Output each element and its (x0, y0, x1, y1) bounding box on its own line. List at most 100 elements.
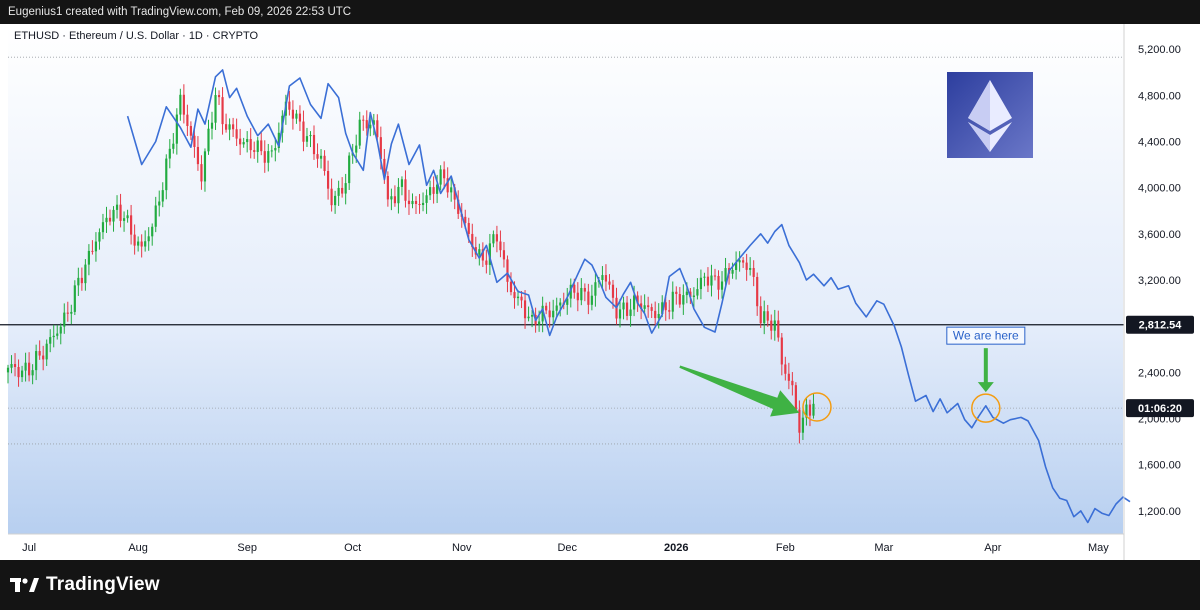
x-tick-label: 2026 (664, 542, 688, 554)
candle-body (798, 409, 801, 433)
candle-body (530, 314, 534, 317)
candle-body (112, 209, 115, 222)
candle-body (411, 200, 414, 205)
callout-arrow-head (977, 382, 994, 393)
candle-body (752, 268, 755, 277)
candle-body (253, 150, 256, 152)
candle-body (640, 303, 643, 309)
candle-body (158, 201, 161, 206)
price-axis[interactable]: 1,200.001,600.002,000.002,400.002,800.00… (1138, 44, 1181, 518)
candle-body (379, 137, 382, 159)
level-price-label-bg (1126, 315, 1194, 334)
candle-body (643, 305, 646, 309)
tradingview-logo[interactable]: TradingView (10, 572, 160, 598)
candle-body (133, 234, 136, 246)
time-axis[interactable]: Jul Aug Sep Oct Nov Dec 2026 Feb Mar Apr May (22, 542, 1109, 554)
price-chart[interactable]: We are here ETHUSD · Ethereum / U.S. Dol… (0, 24, 1200, 560)
chart-title: ETHUSD · Ethereum / U.S. Dollar · 1D · C… (14, 30, 259, 42)
candle-body (186, 114, 189, 126)
candle-body (481, 249, 484, 261)
candle-body (706, 276, 710, 286)
candle-body (235, 129, 238, 139)
candle-body (421, 202, 425, 206)
annotations: We are here (679, 326, 1026, 423)
y-tick-label: 4,800.00 (1138, 90, 1181, 102)
candle-body (622, 302, 625, 310)
candle-body (228, 124, 231, 130)
candle-body (742, 260, 745, 263)
candle-body (692, 295, 695, 297)
candle-body (10, 364, 13, 368)
footer-bar: TradingView (0, 560, 1200, 610)
candle-body (20, 370, 24, 378)
candle-body (45, 343, 48, 360)
candle-body (376, 120, 379, 138)
candle-body (625, 302, 629, 316)
candle-body (513, 292, 516, 299)
candle-body (457, 199, 460, 214)
current-price-circle (802, 392, 832, 422)
candle-body (808, 404, 812, 416)
candle-body (277, 132, 280, 149)
candle-body (791, 380, 794, 386)
candle-body (735, 262, 738, 270)
candle-body (538, 321, 541, 325)
candle-body (488, 243, 491, 265)
candle-body (759, 306, 762, 324)
candle-body (13, 364, 17, 368)
candle-body (337, 187, 340, 196)
y-tick-label: 3,200.00 (1138, 275, 1181, 287)
candle-body (73, 285, 76, 312)
candle-body (59, 326, 62, 334)
candle-body (499, 241, 502, 251)
candle-body (516, 296, 520, 299)
candle-body (618, 309, 622, 319)
candle-body (49, 337, 52, 344)
candle-body (636, 295, 639, 304)
candle-body (664, 302, 667, 311)
candle-body (467, 222, 470, 234)
x-tick-label: Mar (874, 542, 893, 554)
candle-body (720, 281, 724, 290)
plot-background (8, 26, 1123, 534)
candle-body (495, 234, 499, 242)
x-tick-label: Apr (984, 542, 1001, 554)
x-tick-label: Nov (452, 542, 472, 554)
reference-lines (0, 56, 1124, 445)
candle-body (115, 204, 119, 210)
candle-body (56, 333, 59, 336)
chart-area[interactable]: We are here ETHUSD · Ethereum / U.S. Dol… (0, 24, 1200, 560)
candle-body (805, 404, 808, 418)
candle-body (330, 188, 333, 206)
candle-body (326, 170, 330, 189)
candle-body (165, 158, 168, 191)
candle-body (647, 305, 650, 308)
candle-body (590, 295, 593, 305)
candle-body (341, 187, 344, 194)
y-tick-label: 4,400.00 (1138, 136, 1181, 148)
candle-body (334, 195, 337, 206)
candle-body (703, 276, 706, 278)
tradingview-logo-icon (10, 578, 39, 592)
candle-body (369, 124, 372, 129)
candle-body (263, 151, 266, 163)
x-tick-label: Jul (22, 542, 36, 554)
candle-body (316, 154, 319, 159)
candle-body (611, 284, 615, 298)
candle-body (724, 268, 727, 282)
candle-body (70, 311, 73, 314)
x-tick-label: Feb (776, 542, 795, 554)
candle-body (632, 295, 636, 310)
candle-body (428, 187, 432, 196)
candle-body (295, 113, 298, 119)
candle-body (471, 233, 474, 248)
candle-body (464, 216, 467, 223)
candle-body (787, 373, 790, 381)
candle-body (604, 275, 608, 282)
callout-text: We are here (953, 329, 1019, 343)
candle-body (207, 128, 210, 152)
line-series (126, 69, 1131, 524)
candle-body (52, 335, 55, 338)
candle-body (453, 187, 456, 200)
x-tick-label: Sep (237, 542, 257, 554)
